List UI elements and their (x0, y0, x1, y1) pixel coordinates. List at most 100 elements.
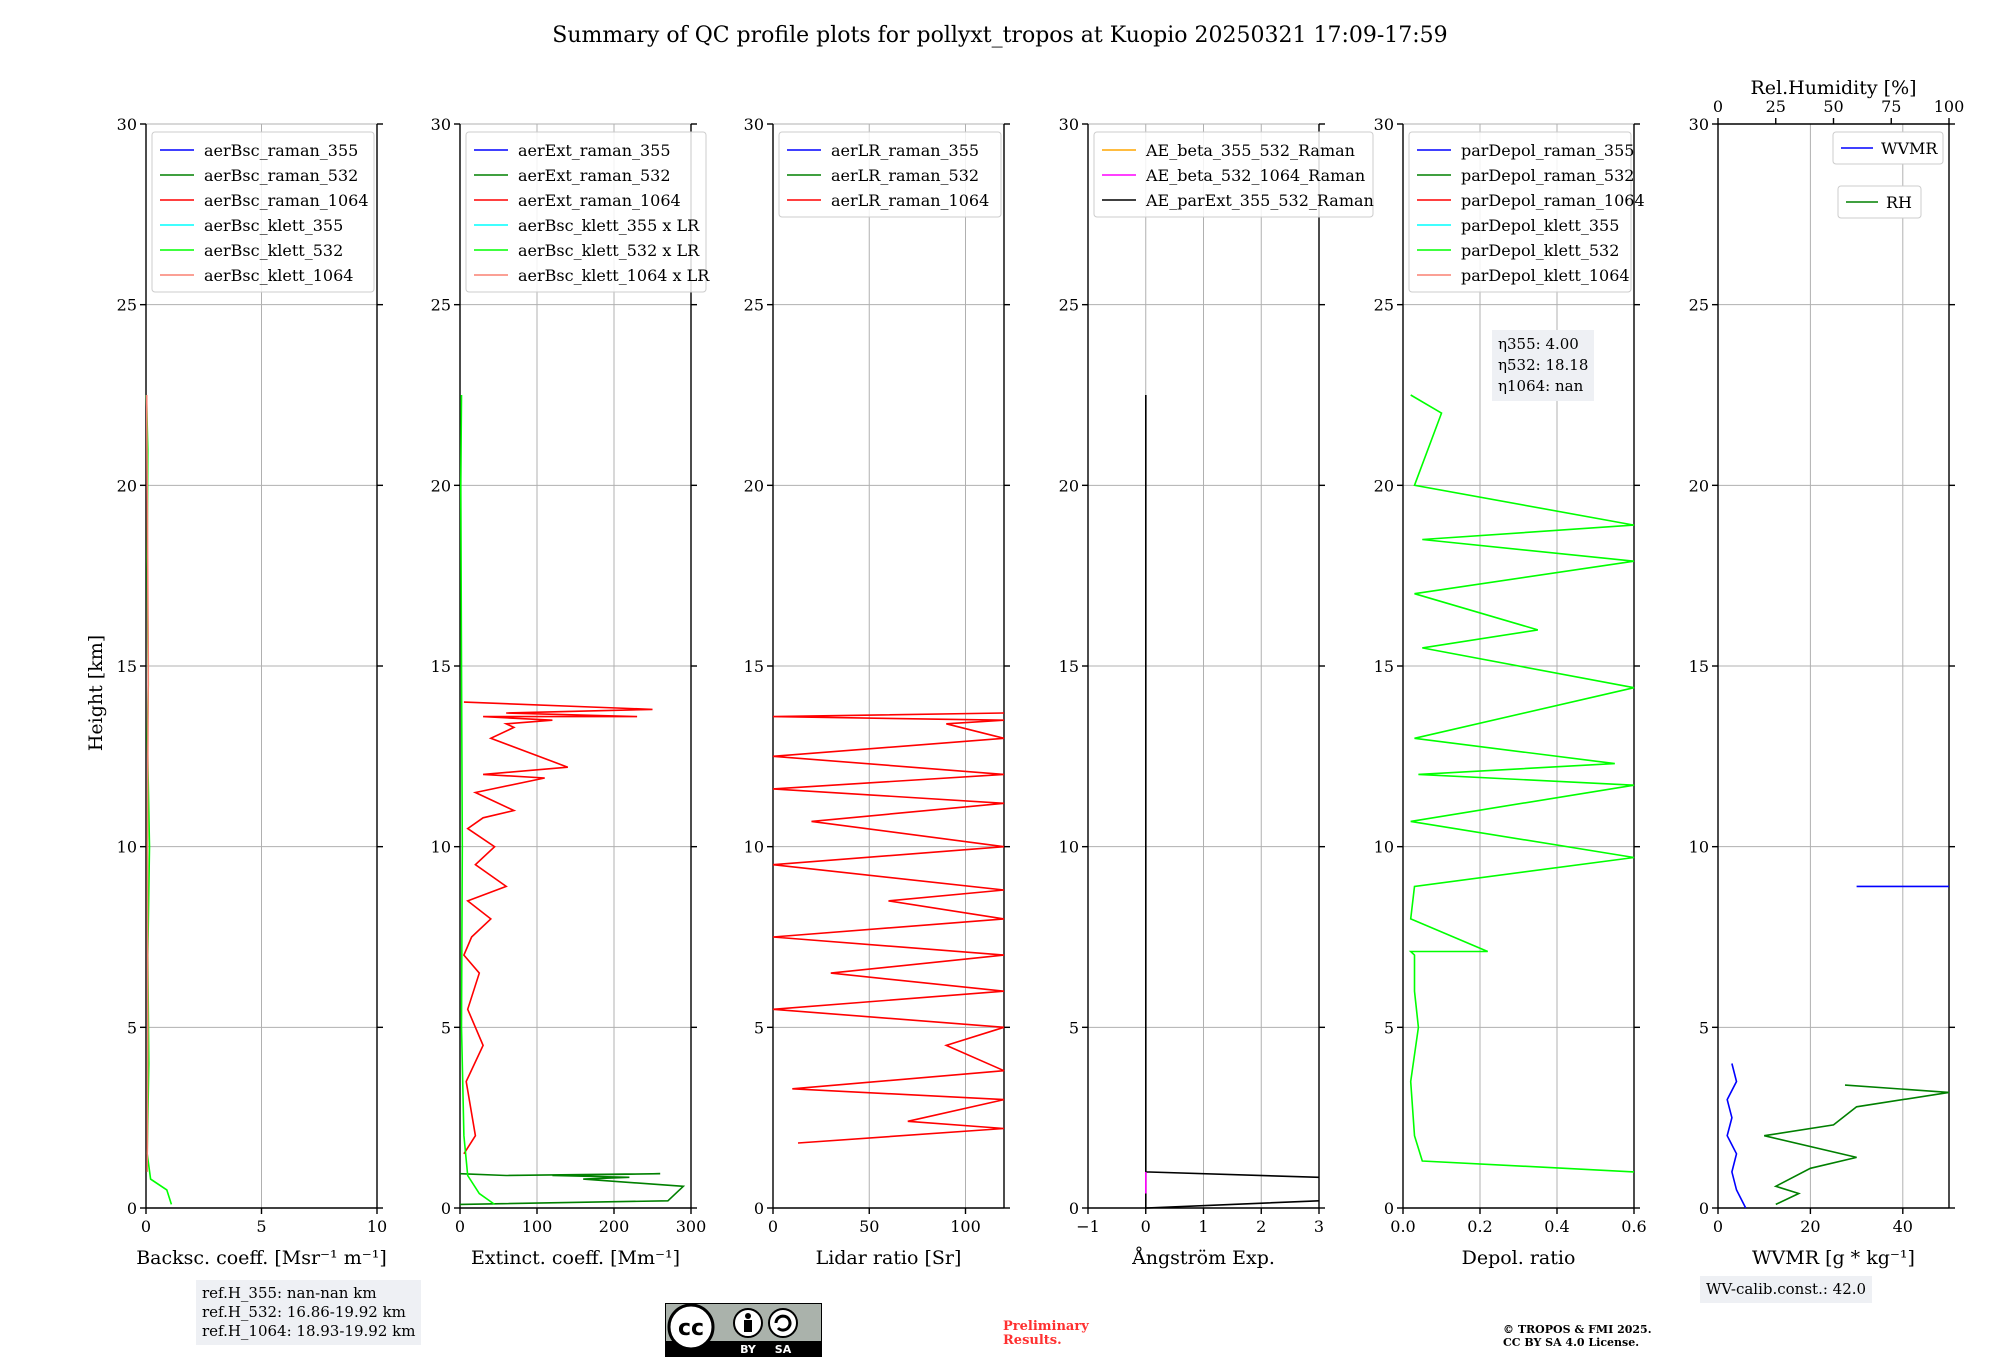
figure-title: Summary of QC profile plots for pollyxt_… (552, 23, 1447, 48)
xtick-label: 20 (1800, 1217, 1820, 1236)
xtick-label: 3 (1314, 1217, 1324, 1236)
series-rh (1764, 1084, 1950, 1206)
ytick-label: 10 (431, 838, 451, 857)
ytick-label: 20 (117, 476, 137, 495)
ytick-label: 15 (1374, 657, 1394, 676)
ref-height-1064: ref.H_1064: 18.93-19.92 km (202, 1322, 416, 1340)
xtick-label: 0 (768, 1217, 778, 1236)
ytick-label: 20 (431, 476, 451, 495)
cc-by-sa-logo: cc BY SA (665, 1303, 822, 1357)
ytick-label: 0 (1699, 1199, 1709, 1218)
ref-height-355: ref.H_355: nan-nan km (202, 1284, 377, 1302)
legend-box (1408, 131, 1632, 293)
legend-entry: aerBsc_klett_532 (204, 241, 343, 260)
series-wvmr (1726, 1063, 1747, 1209)
xtick-label: 5 (256, 1217, 266, 1236)
preliminary-line-2: Results. (1003, 1333, 1062, 1348)
xtick-label: 200 (599, 1217, 630, 1236)
series-aerlr-raman-1064 (772, 712, 1005, 1144)
ytick-label: 5 (1069, 1018, 1079, 1037)
legend-entry: WVMR (1881, 139, 1938, 158)
ytick-label: 0 (127, 1199, 137, 1218)
legend-entry: aerLR_raman_1064 (831, 191, 989, 210)
top-axis-label: Rel.Humidity [%] (1750, 77, 1916, 99)
xtick-label: 300 (676, 1217, 707, 1236)
legend-entry: parDepol_raman_355 (1461, 141, 1634, 160)
top-xtick-label: 0 (1713, 97, 1723, 116)
ytick-label: 30 (1059, 115, 1079, 134)
xtick-label: 10 (367, 1217, 387, 1236)
top-xtick-label: 25 (1766, 97, 1786, 116)
x-axis-label: Backsc. coeff. [Msr⁻¹ m⁻¹] (136, 1247, 387, 1269)
ytick-label: 20 (744, 476, 764, 495)
eta-box: η355: 4.00 η532: 18.18 η1064: nan (1492, 330, 1595, 401)
xtick-label: 2 (1256, 1217, 1266, 1236)
eta-532: η532: 18.18 (1498, 356, 1589, 374)
ytick-label: 10 (1059, 838, 1079, 857)
ytick-label: 30 (1689, 115, 1709, 134)
series-aerbsc-raman-1064 (145, 394, 150, 1172)
legend-entry: aerBsc_raman_532 (204, 166, 358, 185)
ytick-label: 5 (441, 1018, 451, 1037)
series-aerext-raman-1064 (462, 701, 653, 1155)
panel-3: 0 5 10 15 20 25 30 0 50 100 Lidar ratio [Sr] aerLR_… (744, 115, 1010, 1269)
legend-entry: aerExt_raman_532 (518, 166, 671, 185)
y-axis-label: Height [km] (85, 635, 107, 751)
ytick-label: 15 (744, 657, 764, 676)
xtick-label: 100 (950, 1217, 981, 1236)
ytick-label: 0 (441, 1199, 451, 1218)
series-ae-parext-355-532-raman (1145, 395, 1320, 1209)
ytick-label: 30 (117, 115, 137, 134)
ytick-label: 25 (117, 296, 137, 315)
cc-badge-sa: SA (775, 1343, 792, 1356)
legend-entry: aerLR_raman_532 (831, 166, 979, 185)
xtick-label: 0 (141, 1217, 151, 1236)
ytick-label: 15 (117, 657, 137, 676)
legend-box (465, 131, 707, 293)
ytick-label: 15 (1059, 657, 1079, 676)
legend-entry: aerExt_raman_1064 (518, 191, 681, 210)
legend-entry: aerLR_raman_355 (831, 141, 979, 160)
top-xtick-label: 50 (1823, 97, 1843, 116)
legend-entry: AE_beta_532_1064_Raman (1145, 166, 1365, 185)
ytick-label: 10 (744, 838, 764, 857)
legend-box (1832, 131, 1944, 165)
xtick-label: 50 (859, 1217, 879, 1236)
ytick-label: 30 (1374, 115, 1394, 134)
ref-height-box: ref.H_355: nan-nan km ref.H_532: 16.86-1… (196, 1280, 422, 1345)
ytick-label: 0 (1069, 1199, 1079, 1218)
eta-1064: η1064: nan (1498, 377, 1584, 395)
legend-box (151, 131, 375, 293)
ytick-label: 30 (744, 115, 764, 134)
ytick-label: 25 (744, 296, 764, 315)
xtick-label: 100 (522, 1217, 553, 1236)
ytick-label: 5 (1699, 1018, 1709, 1037)
panel-1: 0 5 10 15 20 25 30 0 5 10 Backsc. coeff. [Msr⁻¹ m⁻… (117, 115, 388, 1269)
series-aerext-raman-532 (459, 1172, 686, 1206)
panel-5: 0 5 10 15 20 25 30 0.0 0.2 0.4 0.6 Depol. ratio parD… (1374, 115, 1647, 1269)
legend-entry: parDepol_raman_532 (1461, 166, 1634, 185)
legend-entry: aerBsc_raman_355 (204, 141, 358, 160)
legend-entry: aerBsc_klett_355 (204, 216, 343, 235)
top-xtick-label: 100 (1934, 97, 1965, 116)
legend-entry: parDepol_klett_532 (1461, 241, 1619, 260)
legend-box (778, 131, 1002, 218)
legend-entry: RH (1886, 193, 1912, 212)
x-axis-label: Ångström Exp. (1131, 1247, 1275, 1269)
ytick-label: 25 (431, 296, 451, 315)
copyright-line-1: © TROPOS & FMI 2025. (1503, 1323, 1652, 1336)
legend-entry: AE_parExt_355_532_Raman (1145, 191, 1374, 210)
legend-entry: aerBsc_klett_1064 x LR (518, 266, 710, 285)
xtick-label: 40 (1893, 1217, 1913, 1236)
xtick-label: 0 (1141, 1217, 1151, 1236)
ytick-label: 20 (1689, 476, 1709, 495)
ytick-label: 0 (1384, 1199, 1394, 1218)
x-axis-label: Lidar ratio [Sr] (816, 1247, 962, 1269)
ytick-label: 5 (1384, 1018, 1394, 1037)
legend-entry: aerBsc_raman_1064 (204, 191, 369, 210)
preliminary-note: Preliminary Results. (1003, 1320, 1089, 1348)
copyright-note: © TROPOS & FMI 2025. CC BY SA 4.0 Licens… (1503, 1323, 1652, 1349)
legend-entry: parDepol_klett_1064 (1461, 266, 1630, 285)
